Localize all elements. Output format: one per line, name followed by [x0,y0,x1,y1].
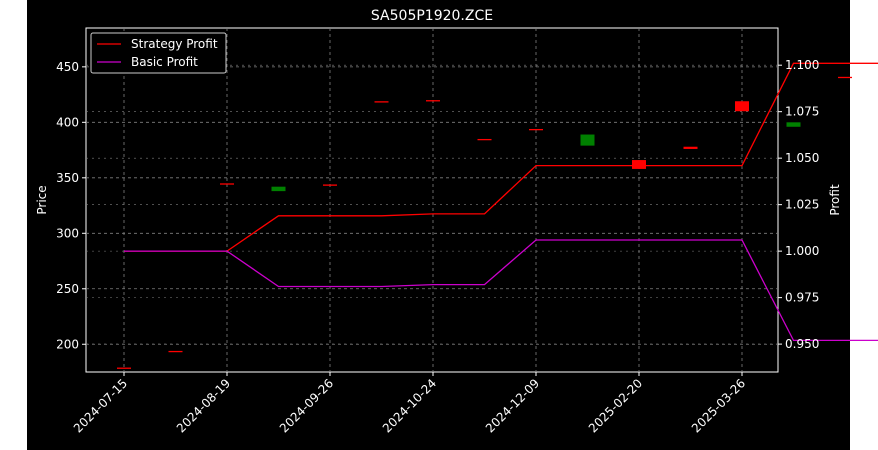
left-y-tick-label: 450 [56,60,79,74]
candlestick-series [117,76,852,369]
candle [580,134,595,146]
candle [117,367,131,369]
figure-background [27,0,850,450]
left-y-tick-label: 350 [56,171,79,185]
left-y-axis-label: Price [35,185,49,214]
legend-label-basic-profit: Basic Profit [131,55,198,69]
candle [529,128,543,131]
left-y-tick-label: 300 [56,226,79,240]
candle [632,160,646,169]
right-y-tick-label: 1.050 [785,151,819,165]
left-y-tick-label: 400 [56,115,79,129]
left-y-tick-label: 200 [56,337,79,351]
plot-area [85,27,779,373]
right-y-axis-label: Profit [828,184,842,216]
candle [374,101,389,103]
candle [220,183,234,185]
candle [271,186,286,192]
candle [168,350,183,353]
legend-box [90,32,227,74]
series-line-0 [124,62,878,252]
left-y-axis: 200 250 300 350 400 450 [56,60,86,351]
profit-lines [124,62,878,342]
candle [426,100,440,102]
left-y-tick-label: 250 [56,282,79,296]
legend-label-strategy-profit: Strategy Profit [131,37,218,51]
right-y-tick-label: 0.975 [785,291,819,305]
right-y-tick-label: 1.025 [785,198,819,212]
series-line-1 [124,239,878,342]
right-y-tick-label: 1.100 [785,58,819,72]
chart-title: SA505P1920.ZCE [371,8,493,24]
candle [683,146,698,149]
right-y-axis: 0.950 0.975 1.000 1.025 1.050 1.075 1.100 [778,58,819,351]
candle [323,184,337,186]
right-y-tick-label: 0.950 [785,337,819,351]
candle [838,76,852,79]
candle [786,122,801,127]
legend: Strategy Profit Basic Profit [90,32,227,74]
candle [477,138,492,141]
right-y-tick-label: 1.075 [785,105,819,119]
right-y-tick-label: 1.000 [785,244,819,258]
candle [735,101,749,112]
